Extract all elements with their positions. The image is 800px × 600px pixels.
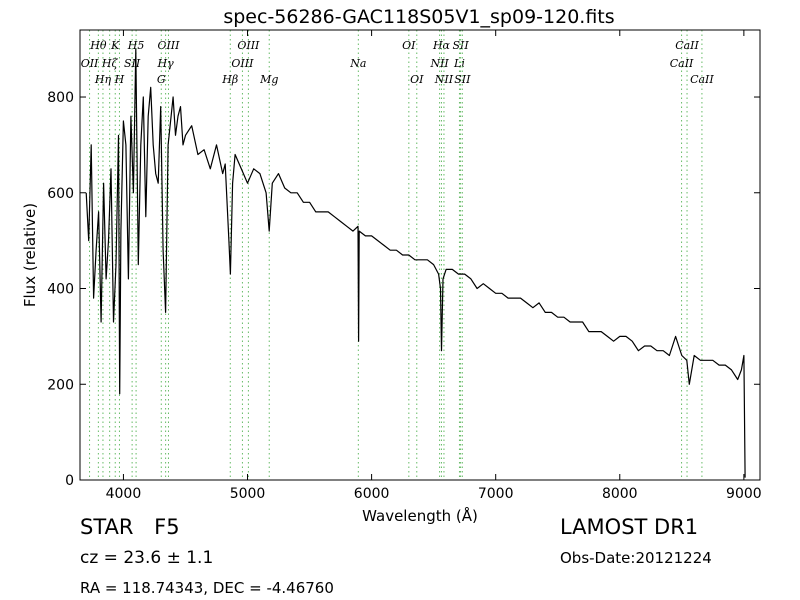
line-marker-label-1: K <box>110 39 120 52</box>
obs-date-label: Obs-Date:20121224 <box>560 549 712 567</box>
line-marker-label-12: Hγ <box>157 57 175 70</box>
line-marker-label-15: NII <box>429 57 449 70</box>
x-tick-label-0: 4000 <box>106 486 142 502</box>
line-marker-label-11: SII <box>124 57 141 70</box>
line-marker-label-13: OIII <box>231 57 254 70</box>
y-tick-label-0: 0 <box>65 473 74 489</box>
line-marker-label-14: Na <box>349 57 366 70</box>
line-marker-label-25: SII <box>454 73 471 86</box>
line-marker-label-22: Mg <box>259 73 278 86</box>
spectrum-line-0 <box>85 48 746 478</box>
line-marker-label-18: Hη <box>94 73 112 86</box>
line-marker-label-10: Hζ <box>101 57 119 70</box>
x-tick-label-5: 9000 <box>726 486 762 502</box>
redshift-label: cz = 23.6 ± 1.1 <box>80 548 214 568</box>
x-axis-ticks: 4000 5000 6000 7000 8000 9000 <box>106 30 762 502</box>
x-tick-label-2: 6000 <box>354 486 390 502</box>
line-marker-label-5: OI <box>402 39 416 52</box>
y-tick-label-4: 800 <box>47 90 74 106</box>
plot-area <box>85 48 746 478</box>
line-marker-label-19: H <box>114 73 125 86</box>
line-marker-label-16: Li <box>453 57 465 70</box>
y-tick-label-1: 200 <box>47 377 74 393</box>
line-marker-label-4: OIII <box>237 39 260 52</box>
x-tick-label-4: 8000 <box>602 486 638 502</box>
line-marker-label-17: CaII <box>670 57 694 70</box>
y-tick-label-2: 400 <box>47 282 74 298</box>
coordinates-label: RA = 118.74343, DEC = -4.46760 <box>80 579 334 597</box>
line-marker-label-3: OIII <box>157 39 180 52</box>
x-tick-label-1: 5000 <box>230 486 266 502</box>
line-marker-label-9: OII <box>81 57 99 70</box>
x-tick-label-3: 7000 <box>478 486 514 502</box>
line-marker-label-20: G <box>157 73 166 86</box>
line-marker-label-7: SII <box>452 39 469 52</box>
line-marker-label-8: CaII <box>675 39 699 52</box>
y-axis-ticks: 0 200 400 600 800 <box>47 90 760 489</box>
class-label: STAR <box>80 515 134 539</box>
line-marker-label-24: NII <box>434 73 454 86</box>
line-marker-label-26: CaII <box>690 73 714 86</box>
line-marker-label-6: Hα <box>432 39 451 52</box>
x-axis-label: Wavelength (Å) <box>362 506 478 525</box>
y-axis-label: Flux (relative) <box>21 203 39 307</box>
line-marker-label-23: OI <box>410 73 424 86</box>
subclass-label: F5 <box>154 515 180 539</box>
line-marker-label-0: Hθ <box>89 39 107 52</box>
object-class: STAR F5 <box>80 515 180 539</box>
chart-title: spec-56286-GAC118S05V1_sp09-120.fits <box>223 6 614 28</box>
line-marker-label-2: H5 <box>127 39 145 52</box>
plot-frame <box>79 29 761 481</box>
y-tick-label-3: 600 <box>47 186 74 202</box>
survey-label: LAMOST DR1 <box>560 515 699 539</box>
line-marker-label-21: Hβ <box>221 73 238 86</box>
